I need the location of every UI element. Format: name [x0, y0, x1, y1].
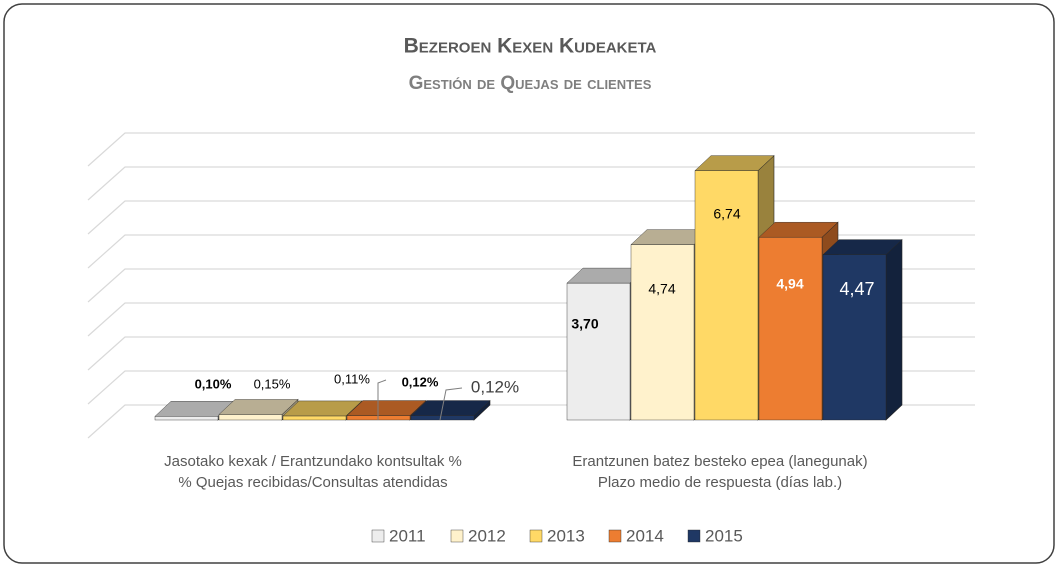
bar-top	[410, 400, 491, 416]
data-label: 0,10%	[195, 376, 232, 391]
data-label: 0,12%	[471, 377, 519, 396]
chart-title: Bezeroen Kexen Kudeaketa	[404, 35, 657, 58]
grid-line	[87, 132, 975, 167]
data-label: 0,15%	[254, 376, 291, 391]
category-label: Erantzunen batez besteko epea (lanegunak…	[572, 453, 867, 470]
category-label: % Quejas recibidas/Consultas atendidas	[178, 474, 447, 491]
bar-top	[218, 399, 299, 415]
bar	[822, 254, 887, 421]
leader-line	[439, 387, 463, 421]
bar	[758, 237, 823, 421]
legend-label: 2013	[547, 526, 585, 545]
bar-top	[822, 239, 903, 255]
bar	[218, 414, 283, 421]
data-label: 4,74	[648, 281, 675, 297]
chart-border	[3, 3, 1055, 564]
leader-line	[377, 379, 387, 420]
bar-side	[885, 238, 903, 421]
bar	[566, 282, 631, 421]
bar	[410, 415, 475, 421]
data-label: 4,47	[839, 279, 874, 299]
legend-swatch	[371, 529, 385, 543]
category-label: Jasotako kexak / Erantzundako kontsultak…	[164, 453, 462, 470]
legend-swatch	[687, 529, 701, 543]
legend-label: 2014	[626, 526, 664, 545]
legend-label: 2015	[705, 526, 743, 545]
legend-label: 2011	[389, 526, 426, 545]
bar	[630, 244, 695, 421]
bar	[694, 170, 759, 421]
bar	[154, 416, 219, 421]
bar-top	[282, 400, 363, 417]
legend-label: 2012	[468, 526, 506, 545]
data-label: 3,70	[571, 316, 598, 332]
data-label: 4,94	[776, 276, 803, 292]
category-label: Plazo medio de respuesta (días lab.)	[598, 474, 842, 491]
bar-top	[758, 222, 839, 238]
bar-top	[346, 400, 427, 416]
data-label: 6,74	[713, 206, 740, 222]
legend-swatch	[529, 529, 543, 543]
grid-line	[87, 166, 975, 201]
chart-subtitle: Gestión de Quejas de clientes	[409, 73, 652, 94]
bar	[282, 415, 347, 421]
grid-line	[87, 200, 975, 235]
legend-swatch	[450, 529, 464, 543]
data-label: 0,11%	[334, 371, 370, 386]
legend-swatch	[608, 529, 622, 543]
bar-top	[694, 155, 775, 171]
data-label: 0,12%	[402, 374, 439, 389]
